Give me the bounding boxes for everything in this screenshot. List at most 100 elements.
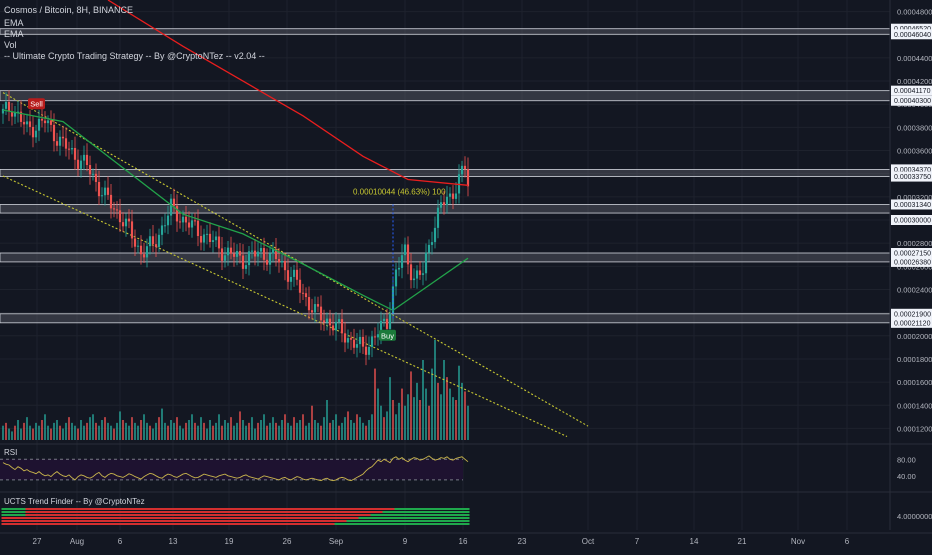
candle-body[interactable] (28, 121, 32, 127)
candle-body[interactable] (394, 269, 398, 287)
candle-body[interactable] (43, 120, 47, 124)
candle-body[interactable] (184, 216, 188, 223)
candle-body[interactable] (370, 336, 374, 347)
candle-body[interactable] (130, 221, 134, 239)
candle-body[interactable] (40, 118, 44, 121)
candle-body[interactable] (400, 255, 404, 268)
candle-body[interactable] (154, 244, 158, 247)
candle-body[interactable] (292, 269, 296, 277)
candle-body[interactable] (49, 120, 53, 125)
ema-slow-line[interactable] (2, 109, 469, 312)
candle-body[interactable] (121, 222, 125, 227)
candle-body[interactable] (355, 344, 359, 348)
candle-body[interactable] (373, 336, 377, 338)
candle-body[interactable] (241, 255, 245, 269)
candle-body[interactable] (109, 194, 113, 209)
candle-body[interactable] (439, 202, 443, 208)
candle-body[interactable] (175, 205, 179, 222)
candle-body[interactable] (64, 138, 68, 149)
candle-body[interactable] (67, 148, 71, 150)
candle-body[interactable] (193, 220, 197, 222)
buy-signal-badge[interactable] (379, 329, 396, 341)
candle-body[interactable] (316, 304, 320, 307)
candle-body[interactable] (235, 251, 239, 257)
candle-body[interactable] (85, 154, 89, 166)
candle-body[interactable] (100, 195, 104, 197)
candle-body[interactable] (259, 248, 263, 252)
candle-body[interactable] (196, 220, 200, 237)
candle-body[interactable] (46, 120, 50, 124)
legend-volume[interactable]: Vol (4, 40, 17, 50)
candle-body[interactable] (208, 233, 212, 242)
candle-body[interactable] (229, 247, 233, 254)
candle-body[interactable] (244, 265, 248, 269)
candle-body[interactable] (325, 318, 329, 323)
candle-body[interactable] (178, 221, 182, 223)
sell-signal-badge[interactable] (28, 98, 45, 110)
candle-body[interactable] (427, 244, 431, 253)
candle-body[interactable] (73, 147, 77, 160)
candle-body[interactable] (253, 250, 257, 257)
candle-body[interactable] (385, 318, 389, 329)
candle-body[interactable] (286, 270, 290, 282)
candle-body[interactable] (163, 225, 167, 227)
candle-body[interactable] (55, 141, 59, 146)
candle-body[interactable] (124, 218, 128, 227)
trendline[interactable] (2, 92, 589, 427)
support-resistance-zone[interactable] (0, 313, 891, 324)
candle-body[interactable] (466, 169, 470, 187)
candle-body[interactable] (52, 124, 56, 142)
candle-body[interactable] (265, 259, 269, 265)
price-level-tag[interactable] (891, 23, 932, 34)
candle-body[interactable] (403, 244, 407, 256)
candle-body[interactable] (127, 218, 131, 222)
candle-body[interactable] (406, 244, 410, 265)
candle-body[interactable] (289, 276, 293, 282)
candle-body[interactable] (442, 202, 446, 205)
price-level-tag[interactable] (891, 215, 932, 225)
candle-body[interactable] (58, 136, 62, 146)
candle-body[interactable] (34, 130, 38, 138)
candle-body[interactable] (277, 259, 281, 263)
candle-body[interactable] (340, 319, 344, 334)
candle-body[interactable] (454, 193, 458, 199)
candle-body[interactable] (352, 339, 356, 348)
candle-body[interactable] (298, 279, 302, 293)
candle-body[interactable] (364, 346, 368, 355)
candle-body[interactable] (106, 187, 110, 195)
candle-body[interactable] (379, 320, 383, 335)
candle-body[interactable] (10, 111, 14, 117)
candle-body[interactable] (331, 325, 335, 331)
candle-body[interactable] (448, 193, 452, 197)
candle-body[interactable] (97, 181, 101, 197)
candle-body[interactable] (157, 234, 161, 247)
candle-body[interactable] (304, 293, 308, 298)
candle-body[interactable] (214, 236, 218, 241)
price-level-tag[interactable] (891, 29, 932, 40)
price-level-tag[interactable] (891, 85, 932, 96)
rsi-line[interactable] (2, 455, 469, 482)
candle-body[interactable] (301, 292, 305, 294)
candle-body[interactable] (409, 264, 413, 281)
candle-body[interactable] (118, 210, 122, 223)
price-level-tag[interactable] (891, 248, 932, 258)
legend-strategy[interactable]: -- Ultimate Crypto Trading Strategy -- B… (4, 51, 265, 61)
candle-body[interactable] (217, 236, 221, 249)
support-resistance-zone[interactable] (0, 90, 891, 102)
candle-body[interactable] (460, 165, 464, 175)
candle-body[interactable] (268, 253, 272, 265)
candle-body[interactable] (436, 207, 440, 228)
price-level-tag[interactable] (891, 199, 932, 210)
candle-body[interactable] (280, 260, 284, 263)
candle-body[interactable] (88, 165, 92, 175)
candle-body[interactable] (361, 336, 365, 347)
price-level-tag[interactable] (891, 308, 932, 319)
candle-body[interactable] (37, 118, 41, 131)
candle-body[interactable] (223, 255, 227, 261)
candle-body[interactable] (16, 111, 20, 113)
legend-ema-2[interactable]: EMA (4, 29, 24, 39)
candle-body[interactable] (397, 267, 401, 270)
candle-body[interactable] (205, 233, 209, 235)
candle-body[interactable] (190, 220, 194, 228)
